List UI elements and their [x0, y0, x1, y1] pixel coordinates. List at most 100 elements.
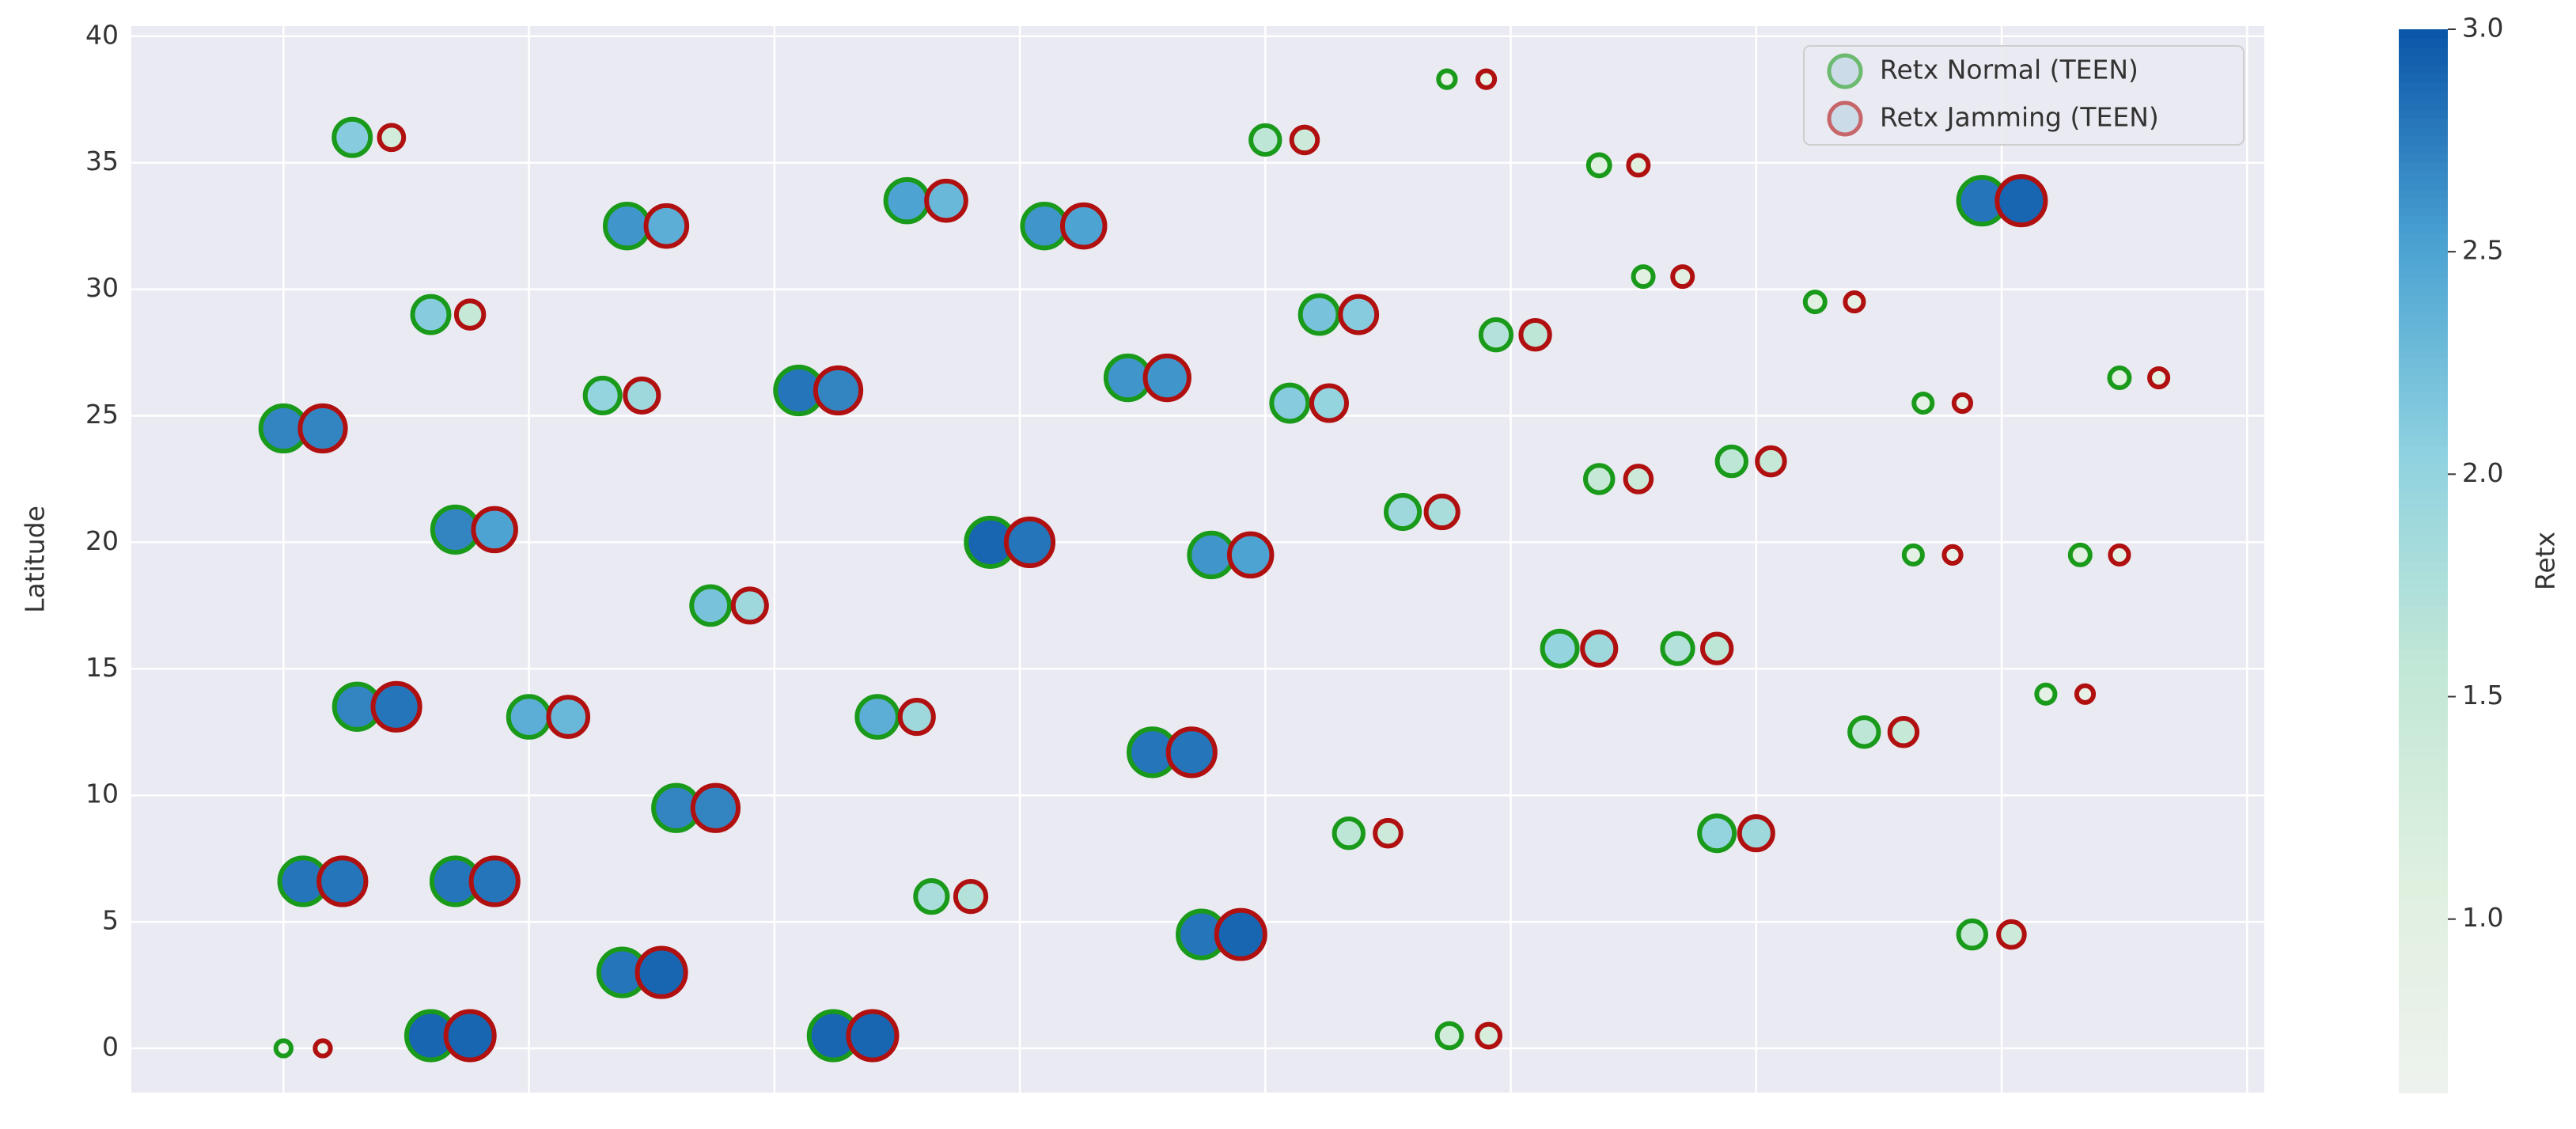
colorbar-segment — [2399, 650, 2448, 659]
data-point — [730, 586, 769, 625]
colorbar-segment — [2399, 286, 2448, 296]
data-point — [1843, 290, 1866, 314]
colorbar-segment — [2399, 791, 2448, 801]
data-point — [1187, 530, 1236, 580]
y-tick-label: 35 — [85, 146, 119, 176]
colorbar-segment — [2399, 525, 2448, 536]
data-point — [453, 298, 487, 331]
data-point — [913, 878, 950, 915]
data-point — [1755, 445, 1787, 478]
data-point — [854, 694, 900, 740]
y-tick-label: 0 — [102, 1032, 119, 1063]
data-point — [643, 203, 690, 249]
data-point — [370, 680, 422, 733]
colorbar-segment — [2399, 206, 2448, 216]
data-point — [1631, 264, 1656, 290]
data-point — [2108, 543, 2131, 566]
colorbar-segment — [2399, 570, 2448, 580]
colorbar-segment — [2399, 631, 2448, 642]
data-point — [1582, 463, 1616, 495]
data-point — [377, 123, 407, 153]
data-point — [1309, 383, 1349, 423]
colorbar-segment — [2399, 348, 2448, 358]
data-point — [2074, 683, 2097, 705]
colorbar-segment — [2399, 684, 2448, 695]
data-point — [1475, 1021, 1503, 1050]
colorbar-segment — [2399, 498, 2448, 509]
data-point — [2034, 682, 2058, 706]
data-point — [1901, 543, 1925, 566]
colorbar-segment — [2399, 658, 2448, 669]
data-point — [2147, 366, 2171, 390]
colorbar-segment — [2399, 933, 2448, 943]
colorbar-segment — [2399, 596, 2448, 606]
colorbar-segment — [2399, 703, 2448, 713]
data-point — [1289, 124, 1320, 156]
data-point — [953, 878, 989, 915]
data-point — [1165, 726, 1218, 779]
colorbar-segment — [2399, 888, 2448, 899]
data-point — [1951, 392, 1974, 415]
colorbar-segment — [2399, 738, 2448, 748]
data-point — [1585, 152, 1612, 179]
data-point — [883, 176, 931, 225]
colorbar-segment — [2399, 729, 2448, 739]
data-point — [506, 694, 552, 740]
data-point — [1269, 382, 1311, 424]
data-point — [1332, 816, 1366, 851]
data-point — [1699, 631, 1734, 665]
colorbar-segment — [2399, 330, 2448, 340]
colorbar-segment — [2399, 897, 2448, 907]
colorbar-segment — [2399, 676, 2448, 686]
data-point — [468, 855, 521, 907]
data-point — [1802, 290, 1828, 315]
data-point — [1214, 907, 1267, 961]
colorbar-segment — [2399, 1066, 2448, 1076]
colorbar-segment — [2399, 614, 2448, 624]
data-point — [1737, 814, 1775, 853]
data-point — [1338, 294, 1380, 335]
data-point — [313, 1038, 333, 1059]
colorbar-segment — [2399, 764, 2448, 775]
colorbar-segment — [2399, 127, 2448, 137]
colorbar-segment — [2399, 47, 2448, 57]
colorbar-segment — [2399, 74, 2448, 83]
legend-marker — [1827, 100, 1863, 137]
data-point — [1423, 493, 1460, 531]
data-point — [846, 1009, 900, 1063]
colorbar-segment — [2399, 215, 2448, 225]
colorbar-segment — [2399, 277, 2448, 287]
data-point — [635, 945, 688, 999]
data-point — [602, 201, 652, 251]
colorbar-segment — [2399, 773, 2448, 783]
colorbar-segment — [2399, 561, 2448, 570]
colorbar-label: Retx — [2530, 532, 2561, 590]
colorbar-segment — [2399, 968, 2448, 979]
colorbar-segment — [2399, 800, 2448, 810]
colorbar-tick-label: 2.0 — [2462, 457, 2503, 488]
colorbar-tick-label: 1.5 — [2462, 680, 2503, 710]
colorbar-segment — [2399, 392, 2448, 403]
y-tick-label: 25 — [85, 399, 119, 430]
colorbar-segment — [2399, 180, 2448, 190]
colorbar-segment — [2399, 667, 2448, 677]
data-point — [471, 506, 518, 554]
colorbar-segment — [2399, 153, 2448, 163]
colorbar-segment — [2399, 82, 2448, 93]
y-tick-label: 10 — [85, 779, 119, 809]
legend-label: Retx Jamming (TEEN) — [1880, 102, 2159, 133]
colorbar-segment — [2399, 339, 2448, 349]
colorbar-segment — [2399, 91, 2448, 101]
data-point — [1478, 317, 1514, 353]
colorbar — [2399, 29, 2448, 1093]
colorbar-segment — [2399, 162, 2448, 172]
data-point — [1142, 353, 1191, 403]
colorbar-segment — [2399, 853, 2448, 863]
colorbar-segment — [2399, 960, 2448, 969]
y-tick-label: 40 — [85, 19, 119, 50]
colorbar-segment — [2399, 1057, 2448, 1067]
data-point — [582, 375, 623, 415]
data-point — [273, 1038, 294, 1059]
colorbar-tick-label: 2.5 — [2462, 235, 2503, 266]
colorbar-segment — [2399, 1013, 2448, 1023]
